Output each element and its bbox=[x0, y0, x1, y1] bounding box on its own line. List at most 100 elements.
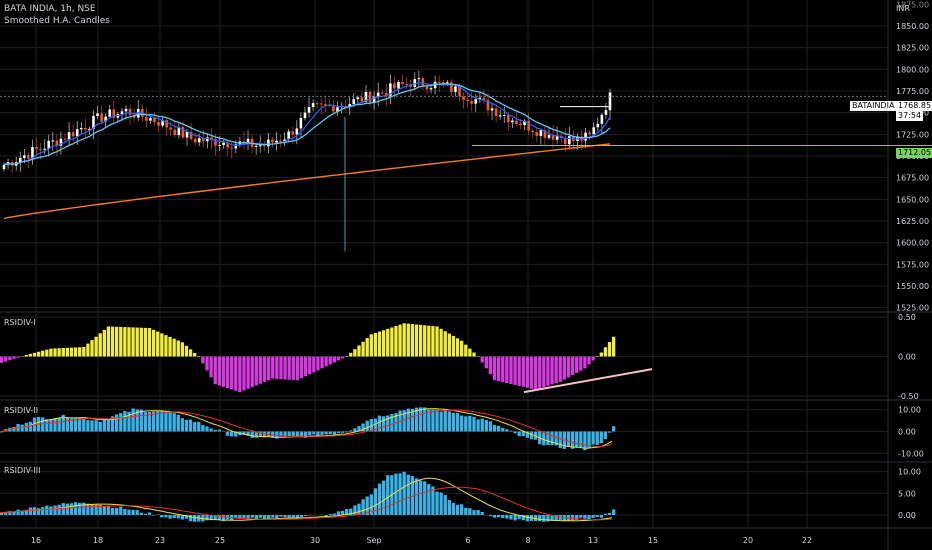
candle[interactable] bbox=[462, 96, 465, 100]
candle[interactable] bbox=[254, 145, 258, 147]
candle[interactable] bbox=[157, 122, 160, 126]
candle[interactable] bbox=[96, 113, 99, 117]
candle[interactable] bbox=[437, 81, 441, 83]
candle[interactable] bbox=[112, 109, 116, 118]
candle[interactable] bbox=[51, 140, 55, 142]
candle[interactable] bbox=[291, 131, 295, 135]
candle[interactable] bbox=[490, 108, 494, 111]
candle[interactable] bbox=[63, 138, 67, 140]
candle[interactable] bbox=[584, 132, 587, 141]
candle[interactable] bbox=[559, 136, 563, 139]
candle[interactable] bbox=[108, 109, 112, 117]
candle[interactable] bbox=[295, 128, 299, 135]
candle[interactable] bbox=[258, 145, 262, 147]
candle[interactable] bbox=[523, 120, 526, 125]
candle[interactable] bbox=[197, 138, 201, 143]
candle[interactable] bbox=[450, 82, 453, 92]
candle[interactable] bbox=[59, 138, 63, 146]
candle[interactable] bbox=[149, 118, 152, 121]
candle[interactable] bbox=[283, 139, 286, 141]
candle[interactable] bbox=[348, 103, 352, 108]
candle[interactable] bbox=[92, 116, 95, 129]
candle[interactable] bbox=[242, 141, 246, 143]
candle[interactable] bbox=[519, 123, 522, 125]
rsidiv1-plot[interactable] bbox=[0, 323, 653, 394]
candle[interactable] bbox=[364, 91, 368, 102]
candle[interactable] bbox=[515, 120, 518, 124]
candle[interactable] bbox=[2, 164, 6, 170]
candle[interactable] bbox=[429, 88, 433, 90]
candle[interactable] bbox=[193, 139, 197, 143]
candle[interactable] bbox=[201, 138, 205, 142]
candle[interactable] bbox=[474, 99, 478, 104]
candle[interactable] bbox=[596, 123, 600, 128]
candle[interactable] bbox=[336, 107, 339, 112]
candle[interactable] bbox=[31, 147, 34, 159]
candle[interactable] bbox=[279, 140, 282, 142]
candle[interactable] bbox=[527, 120, 530, 131]
candle[interactable] bbox=[88, 128, 91, 130]
price-plot[interactable] bbox=[0, 70, 932, 252]
candle[interactable] bbox=[271, 139, 274, 143]
candle[interactable] bbox=[397, 82, 400, 89]
candle[interactable] bbox=[153, 118, 156, 123]
candle[interactable] bbox=[454, 86, 457, 92]
candle[interactable] bbox=[177, 126, 181, 136]
candle[interactable] bbox=[539, 130, 543, 136]
candle[interactable] bbox=[588, 132, 591, 135]
candle[interactable] bbox=[466, 99, 469, 102]
candle[interactable] bbox=[393, 83, 396, 89]
candle[interactable] bbox=[145, 116, 148, 121]
candle[interactable] bbox=[84, 127, 87, 130]
candle[interactable] bbox=[356, 97, 360, 100]
candle[interactable] bbox=[555, 136, 559, 140]
candle[interactable] bbox=[185, 131, 189, 138]
candle[interactable] bbox=[218, 145, 221, 147]
candle[interactable] bbox=[328, 105, 331, 107]
candle[interactable] bbox=[299, 118, 303, 129]
candle[interactable] bbox=[572, 136, 575, 141]
candle[interactable] bbox=[262, 145, 266, 147]
candle[interactable] bbox=[441, 82, 445, 84]
candle[interactable] bbox=[226, 142, 229, 148]
candle[interactable] bbox=[230, 147, 234, 149]
candle[interactable] bbox=[547, 135, 551, 138]
candle[interactable] bbox=[563, 138, 567, 145]
candle[interactable] bbox=[267, 139, 270, 147]
candle[interactable] bbox=[67, 132, 71, 140]
rsidiv3-plot[interactable] bbox=[0, 471, 616, 522]
candle[interactable] bbox=[535, 132, 539, 136]
candle[interactable] bbox=[206, 137, 209, 142]
candle[interactable] bbox=[39, 148, 42, 150]
candle[interactable] bbox=[498, 115, 502, 117]
candle[interactable] bbox=[173, 129, 177, 136]
candle[interactable] bbox=[319, 103, 323, 105]
candle[interactable] bbox=[128, 108, 132, 115]
candle[interactable] bbox=[246, 138, 250, 143]
candle[interactable] bbox=[425, 86, 429, 90]
candle[interactable] bbox=[332, 105, 335, 112]
candle[interactable] bbox=[352, 99, 356, 104]
candle[interactable] bbox=[531, 130, 535, 133]
candle[interactable] bbox=[75, 129, 79, 137]
candle[interactable] bbox=[307, 106, 311, 113]
candle[interactable] bbox=[303, 112, 307, 119]
candle[interactable] bbox=[234, 144, 238, 149]
candle[interactable] bbox=[35, 147, 38, 149]
candle[interactable] bbox=[608, 92, 612, 111]
candle[interactable] bbox=[79, 127, 83, 130]
candle[interactable] bbox=[511, 120, 514, 123]
candle[interactable] bbox=[580, 136, 583, 141]
candle[interactable] bbox=[385, 92, 388, 96]
candle[interactable] bbox=[482, 97, 486, 100]
candle[interactable] bbox=[543, 130, 547, 138]
candle[interactable] bbox=[494, 108, 498, 116]
candle[interactable] bbox=[43, 148, 46, 150]
candle[interactable] bbox=[486, 99, 490, 111]
trend-line[interactable] bbox=[523, 368, 653, 394]
candle[interactable] bbox=[368, 91, 372, 103]
candle[interactable] bbox=[100, 113, 103, 122]
candle[interactable] bbox=[27, 155, 30, 159]
candle[interactable] bbox=[55, 140, 59, 146]
